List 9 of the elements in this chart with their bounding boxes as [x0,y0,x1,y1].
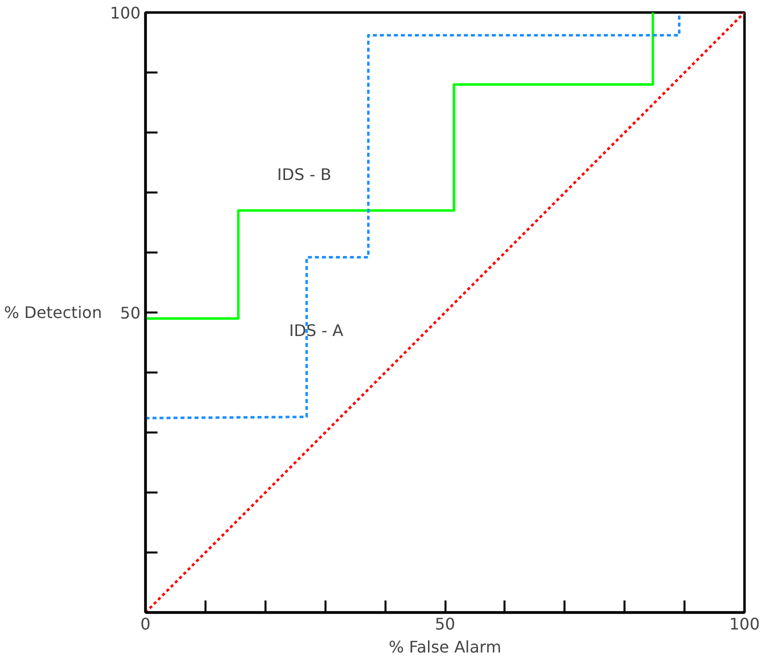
line-series [146,12,680,420]
line-series [146,12,654,320]
x-tick-label: 0 [140,614,151,634]
y-axis-title: % Detection [4,303,102,322]
x-axis-title: % False Alarm [388,638,502,656]
x-tick-label: 100 [729,614,760,634]
series-label: IDS - B [277,165,332,184]
series-label: IDS - A [289,321,344,340]
x-tick-label: 50 [434,614,456,634]
